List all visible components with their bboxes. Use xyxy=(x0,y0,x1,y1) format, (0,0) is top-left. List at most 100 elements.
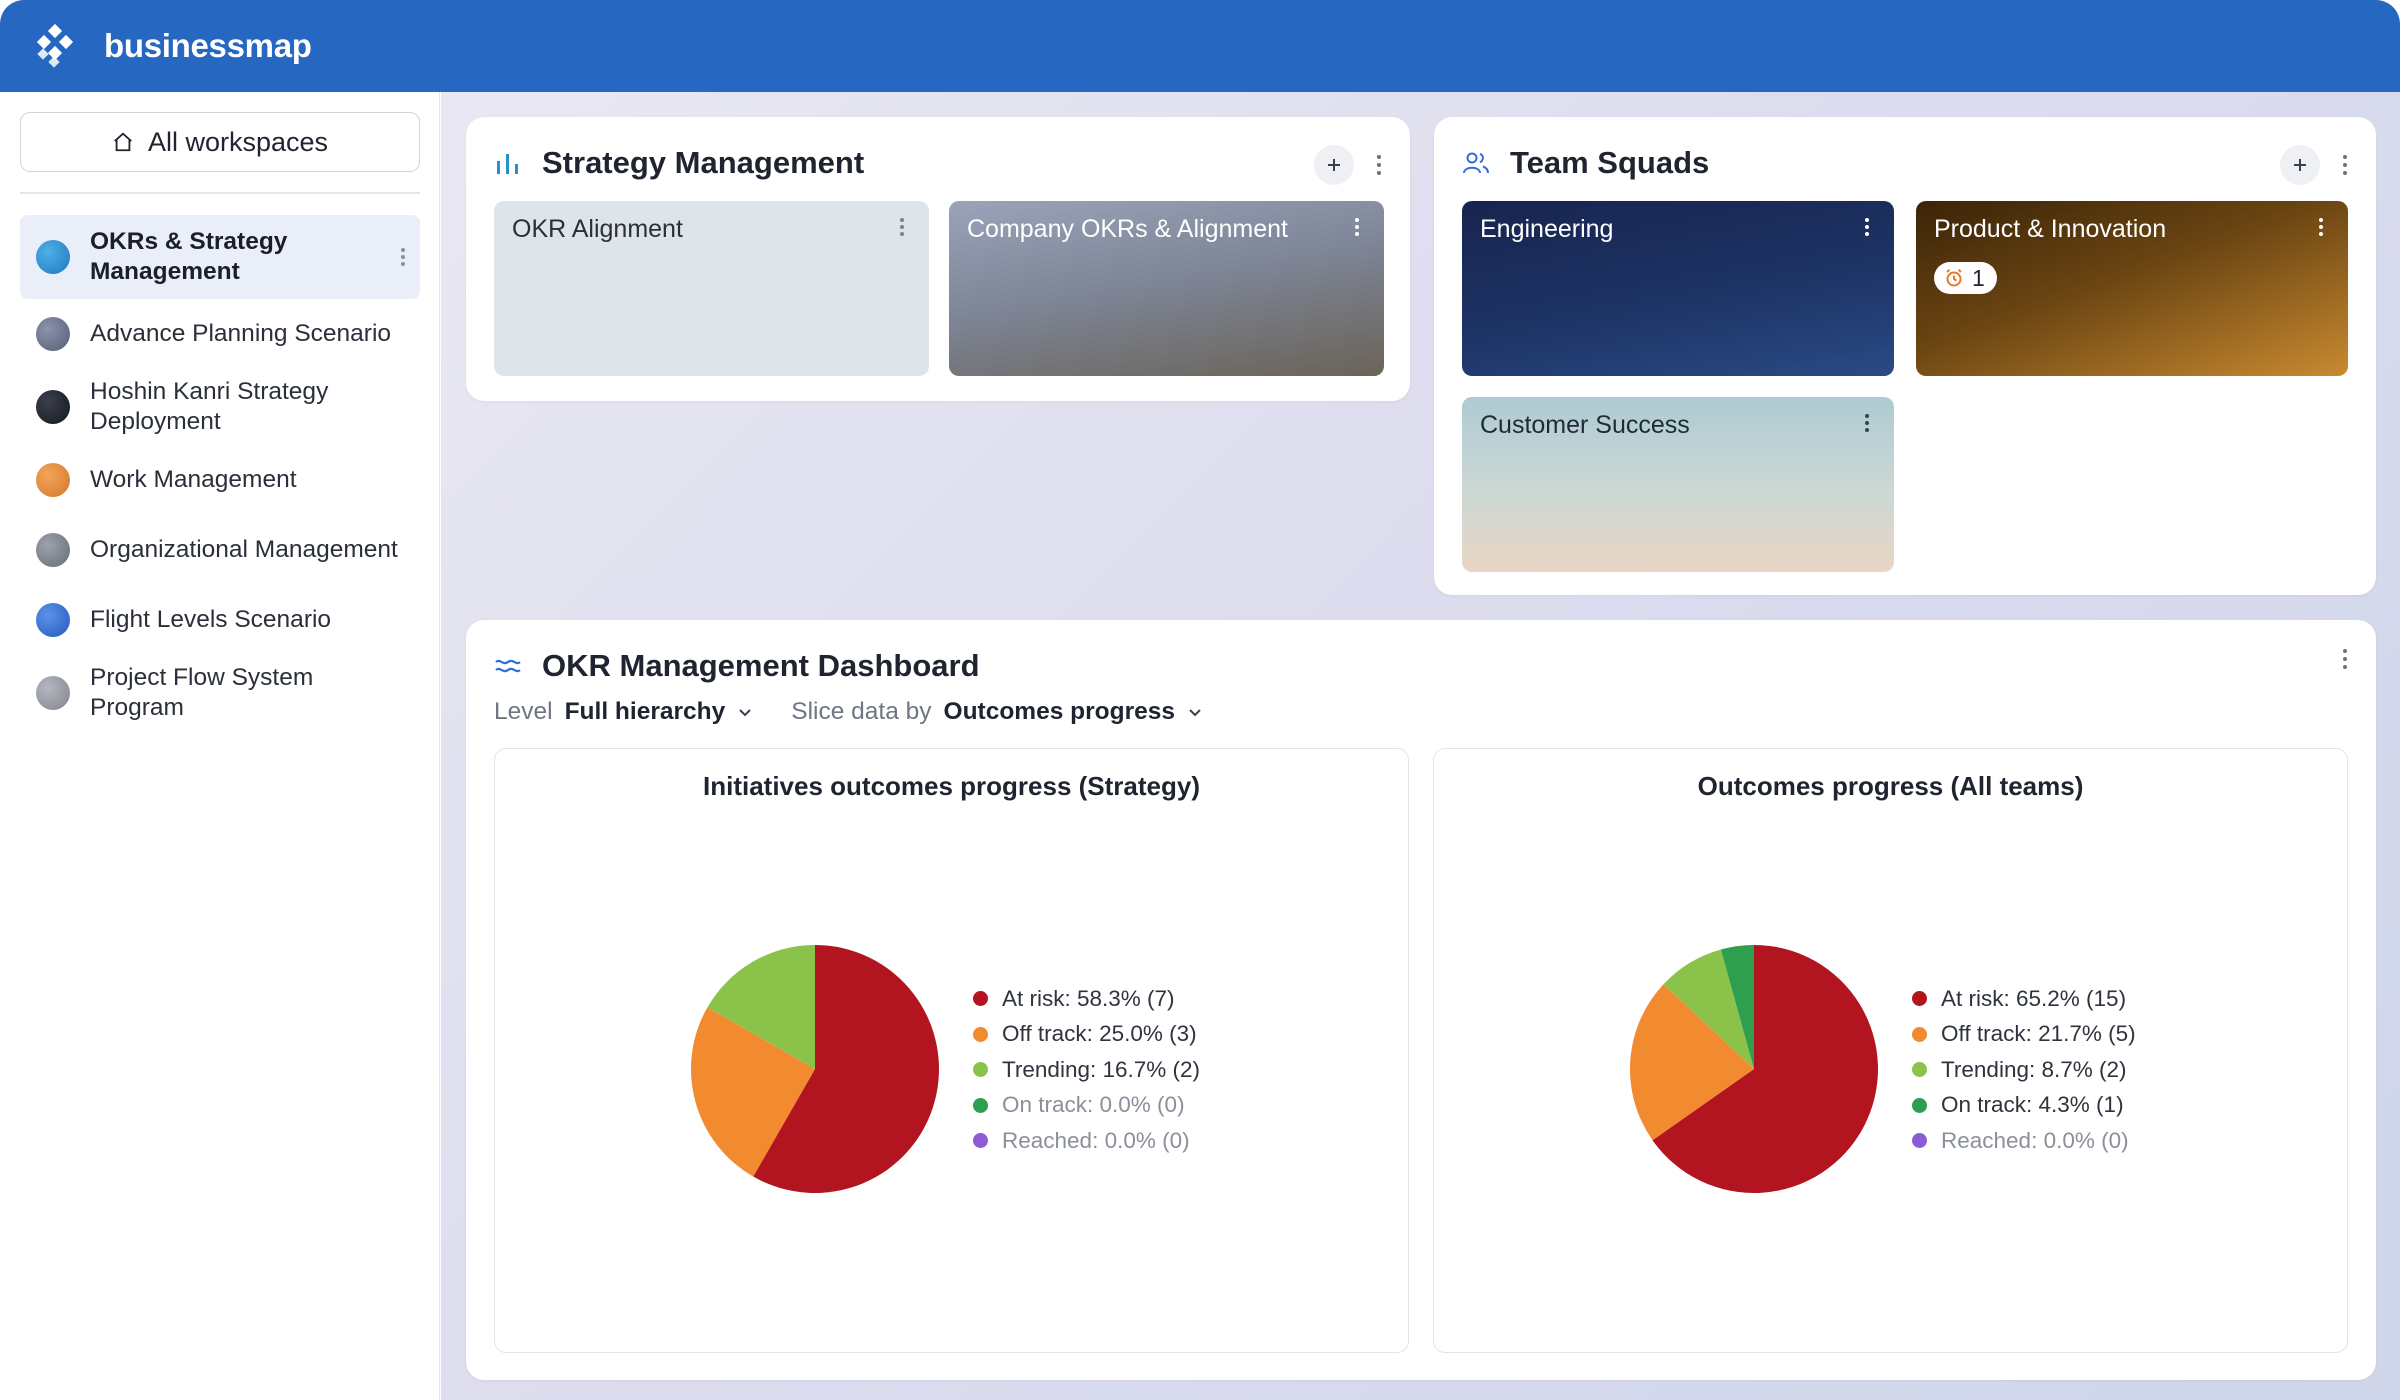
board-company-okrs[interactable]: Company OKRs & Alignment xyxy=(949,201,1384,376)
sidebar-item-label: Project Flow System Program xyxy=(90,664,314,721)
legend-swatch xyxy=(1912,1026,1927,1042)
legend-label: Trending: 16.7% (2) xyxy=(1002,1056,1201,1082)
legend-label: Reached: 0.0% (0) xyxy=(1002,1127,1190,1153)
legend-item[interactable]: On track: 0.0% (0) xyxy=(973,1088,1200,1124)
sidebar-item-advance-planning[interactable]: Advance Planning Scenario xyxy=(20,299,420,369)
chevron-down-icon[interactable] xyxy=(1187,704,1203,720)
pie-slice-2[interactable] xyxy=(707,945,815,1069)
legend-item[interactable]: Reached: 0.0% (0) xyxy=(973,1123,1200,1159)
board-product-innovation[interactable]: Product & Innovation 1 xyxy=(1916,201,2348,376)
legend-label: On track: 4.3% (1) xyxy=(1941,1092,2124,1118)
sidebar-item-organizational-management[interactable]: Organizational Management xyxy=(20,515,420,585)
slice-label: Slice data by xyxy=(791,698,932,725)
sidebar-item-work-management[interactable]: Work Management xyxy=(20,445,420,515)
chart-panel-all-teams: Outcomes progress (All teams) At risk: 6… xyxy=(1433,748,2348,1353)
legend-swatch xyxy=(1912,991,1927,1007)
legend-label: Reached: 0.0% (0) xyxy=(1941,1127,2129,1153)
chart-legend: At risk: 58.3% (7) Off track: 25.0% (3) Tr… xyxy=(973,981,1200,1159)
pie-slice-0[interactable] xyxy=(753,945,939,1193)
board-title: Customer Success xyxy=(1480,411,1690,439)
legend-item[interactable]: Off track: 21.7% (5) xyxy=(1912,1017,2136,1053)
level-select[interactable]: Full hierarchy xyxy=(564,698,726,725)
kebab-menu-icon[interactable] xyxy=(899,217,905,237)
legend-label: Trending: 8.7% (2) xyxy=(1941,1056,2127,1082)
brand-name: businessmap xyxy=(104,27,312,64)
all-workspaces-label: All workspaces xyxy=(147,126,329,157)
board-okr-alignment[interactable]: OKR Alignment xyxy=(494,201,929,376)
trend-waves-icon xyxy=(495,659,521,673)
legend-swatch xyxy=(1912,1097,1927,1113)
add-board-button[interactable] xyxy=(1314,145,1354,185)
card-actions xyxy=(2280,145,2348,185)
all-workspaces-button[interactable]: All workspaces xyxy=(20,112,420,172)
kebab-menu-icon[interactable] xyxy=(400,247,406,267)
kebab-menu-icon[interactable] xyxy=(1864,217,1870,237)
legend-item[interactable]: At risk: 65.2% (15) xyxy=(1912,981,2136,1017)
workspace-avatar xyxy=(36,603,70,637)
kebab-menu-icon[interactable] xyxy=(2318,217,2324,237)
kebab-menu-icon[interactable] xyxy=(2342,154,2348,176)
board-title: Product & Innovation xyxy=(1934,215,2167,243)
alarm-clock-icon xyxy=(1946,269,1962,287)
kebab-menu-icon[interactable] xyxy=(1376,154,1382,176)
plus-icon xyxy=(2294,159,2306,171)
pie-slice-0[interactable] xyxy=(1652,945,1878,1193)
card-title: Strategy Management xyxy=(542,145,865,180)
legend-label: Off track: 25.0% (3) xyxy=(1002,1021,1197,1047)
legend-item[interactable]: Off track: 25.0% (3) xyxy=(973,1017,1200,1053)
board-engineering[interactable]: Engineering xyxy=(1462,201,1894,376)
board-title: Company OKRs & Alignment xyxy=(967,215,1288,243)
legend-item[interactable]: Trending: 16.7% (2) xyxy=(973,1052,1200,1088)
card-header: Strategy Management xyxy=(494,145,864,181)
card-header: OKR Management Dashboard xyxy=(494,648,980,684)
kebab-menu-icon[interactable] xyxy=(1354,217,1360,237)
alarm-count-badge[interactable]: 1 xyxy=(1934,262,1997,294)
pie-slice-1[interactable] xyxy=(1630,984,1754,1141)
slice-select[interactable]: Outcomes progress xyxy=(943,698,1175,725)
sidebar: All workspaces OKRs & Strategy Managemen… xyxy=(0,92,440,1400)
sidebar-item-hoshin-kanri[interactable]: Hoshin Kanri Strategy Deployment xyxy=(20,369,420,445)
legend-item[interactable]: At risk: 58.3% (7) xyxy=(973,981,1200,1017)
kebab-menu-icon[interactable] xyxy=(2342,648,2348,670)
legend-item[interactable]: Trending: 8.7% (2) xyxy=(1912,1052,2136,1088)
board-title: Engineering xyxy=(1480,215,1614,243)
legend-item[interactable]: On track: 4.3% (1) xyxy=(1912,1088,2136,1124)
add-board-button[interactable] xyxy=(2280,145,2320,185)
pie-slice-1[interactable] xyxy=(691,1007,815,1177)
pie-slice-2[interactable] xyxy=(1663,949,1754,1069)
sidebar-item-okrs-strategy[interactable]: OKRs & Strategy Management xyxy=(20,215,420,299)
legend-swatch xyxy=(973,1026,988,1042)
workspace-avatar xyxy=(36,317,70,351)
chevron-down-icon[interactable] xyxy=(737,704,753,720)
businessmap-logo-icon[interactable] xyxy=(30,22,78,70)
bar-chart-icon xyxy=(497,154,518,174)
card-actions xyxy=(2342,648,2348,670)
legend-swatch xyxy=(973,991,988,1007)
dashboard-filters: Level Full hierarchy Slice data by Outco… xyxy=(494,698,1241,726)
chart-title: Initiatives outcomes progress (Strategy) xyxy=(702,771,1201,801)
workspace-avatar xyxy=(36,390,70,424)
legend-label: On track: 0.0% (0) xyxy=(1002,1092,1185,1118)
badge-count: 1 xyxy=(1972,264,1985,291)
workspace-avatar xyxy=(36,676,70,710)
card-header: Team Squads xyxy=(1462,145,1709,181)
board-title: OKR Alignment xyxy=(512,215,683,243)
legend-swatch xyxy=(1912,1133,1927,1149)
chart-title: Outcomes progress (All teams) xyxy=(1697,771,2084,801)
kebab-menu-icon[interactable] xyxy=(1864,413,1870,433)
sidebar-item-project-flow[interactable]: Project Flow System Program xyxy=(20,655,420,731)
board-customer-success[interactable]: Customer Success xyxy=(1462,397,1894,572)
legend-item[interactable]: Reached: 0.0% (0) xyxy=(1912,1123,2136,1159)
sidebar-item-label: Organizational Management xyxy=(90,536,398,563)
sidebar-item-flight-levels[interactable]: Flight Levels Scenario xyxy=(20,585,420,655)
card-title: OKR Management Dashboard xyxy=(542,648,980,683)
legend-swatch xyxy=(973,1133,988,1149)
sidebar-item-label: Work Management xyxy=(90,466,297,493)
pie-slice-3[interactable] xyxy=(1720,945,1754,1069)
legend-swatch xyxy=(973,1097,988,1113)
legend-label: At risk: 65.2% (15) xyxy=(1941,985,2127,1011)
level-label: Level xyxy=(494,698,553,725)
sidebar-item-label: Advance Planning Scenario xyxy=(90,320,392,347)
pie-chart xyxy=(1630,945,1878,1193)
team-squads-card: Team Squads Engineering Product & Innova… xyxy=(1434,117,2376,595)
